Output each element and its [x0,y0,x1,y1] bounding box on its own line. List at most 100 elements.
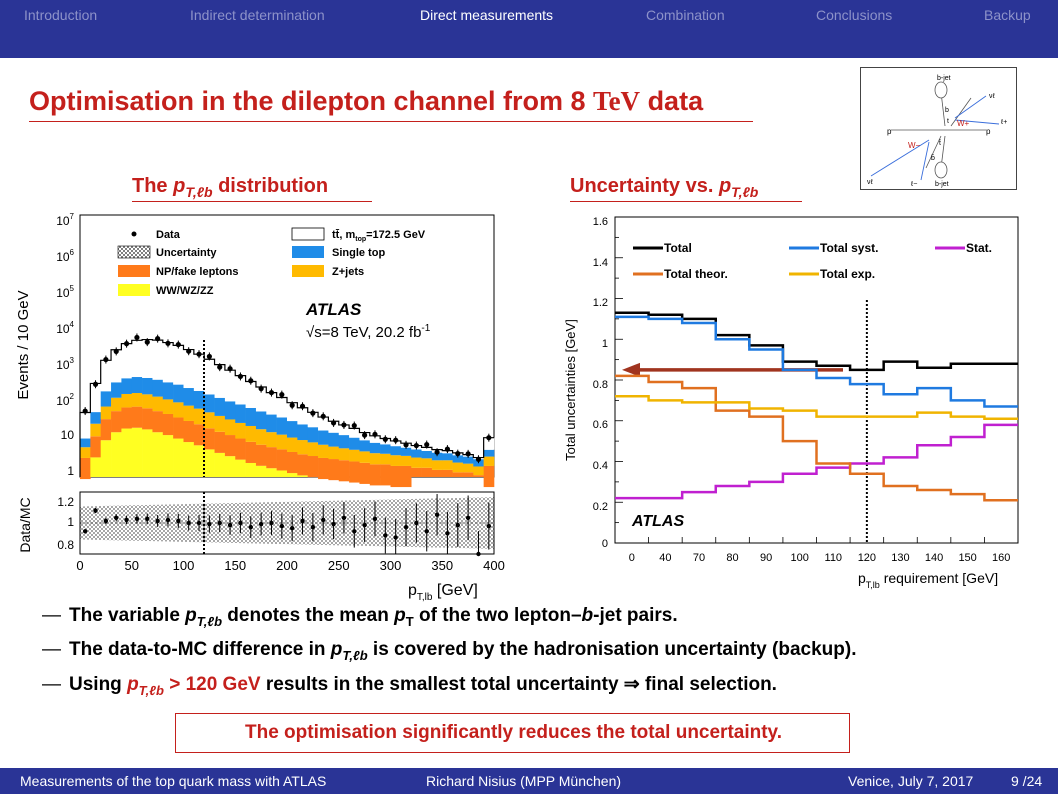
data-point [206,353,212,360]
histogram-bin [380,444,391,454]
legend-zjets: Z+jets [332,266,364,278]
histogram-bin [245,425,257,442]
ratio-point [362,522,367,528]
histogram-bin [266,414,277,433]
ratio-point [258,521,264,527]
histogram-bin [400,447,412,456]
nav-item-direct-measurements[interactable]: Direct measurements [420,7,554,23]
ratio-point [124,517,129,523]
ratio-ylabel: Data/MC [17,497,33,552]
footer-page-number: 9 /24 [1011,773,1043,789]
rtick-0: 0 [602,538,608,550]
histogram-bin [483,456,495,466]
histogram-bin [452,455,464,463]
histogram-bin [369,442,381,454]
xtick-0: 0 [629,552,635,564]
legend-diboson: WW/WZ/ZZ [156,285,214,297]
ratio-point [445,531,450,536]
histogram-bin [452,472,464,477]
data-point [341,422,347,428]
ratio-point [248,524,253,530]
ytick-10: 10 [61,428,75,442]
histogram-bin [328,446,340,460]
ratio-point [279,523,285,529]
histogram-bin [80,438,91,448]
histogram-bin [214,397,226,416]
data-point [455,451,461,457]
histogram-bin [121,428,133,477]
data-point [424,441,430,448]
nav-item-backup[interactable]: Backup [984,7,1031,23]
data-point [82,408,88,414]
uncertainty-vs-pt-plot: Total uncertainties [GeV] 1.6 1.4 1.2 1 … [563,216,1019,590]
histogram-bin [431,469,443,477]
lepton-minus-label: ℓ− [910,181,917,188]
histogram-bin [183,405,195,421]
ratio-point [176,518,181,524]
histogram-bin [380,464,391,486]
histogram-bin [183,420,195,443]
rtick-1.6: 1.6 [593,216,608,228]
histogram-bin [297,454,308,476]
histogram-bin [287,421,298,438]
histogram-bin [193,424,205,446]
histogram-bin [80,412,91,439]
legend-np-fake-swatch [118,265,150,277]
nav-item-combination[interactable]: Combination [646,7,725,23]
ratio-point [352,529,357,534]
data-point [155,336,161,342]
ratio-yticks: 1.2 1 0.8 [57,495,74,552]
ratio-point [186,520,191,526]
ratio-point [145,516,150,522]
xtick-110: 110 [825,552,843,564]
ratio-point [103,518,109,524]
proton-left-label: p [887,127,892,136]
lepton-plus-label: ℓ+ [1000,119,1007,126]
histogram-bin [369,464,381,486]
legend-total: Total [664,241,692,255]
histogram-bin [80,457,91,480]
histogram-bin [131,340,143,378]
legend-stat: Stat. [966,241,992,255]
histogram-bin [121,407,133,429]
ratio-point [155,518,160,524]
histogram-bin [359,440,371,452]
top-navigation-bar: Introduction Indirect determination Dire… [0,0,1058,58]
histogram-bin [224,401,236,420]
legend-data-marker [131,231,137,237]
histogram-bin [255,386,267,412]
histogram-bin [235,422,246,439]
histogram-bin [235,404,246,423]
histogram-bin [193,354,205,391]
right-plot-ylabel: Total uncertainties [GeV] [563,319,578,461]
histogram-bin [183,388,195,406]
data-point [186,348,192,354]
histogram-bin [318,444,329,458]
data-point [330,420,337,426]
antitop-quark-label: t̄ [939,139,941,147]
legend-ttbar: tt̄, mtop=172.5 GeV [332,229,426,243]
ytick-1e7: 107 [56,212,74,228]
ratio-point [289,525,295,531]
histogram-bin [142,377,153,395]
histogram-bin [483,449,495,457]
series-total-theor- [615,374,1018,502]
ratio-point [331,521,336,527]
right-plot-heading-underline [570,201,802,202]
nav-item-indirect-determination[interactable]: Indirect determination [190,7,325,23]
data-point [258,386,264,392]
bjet-bottom-label: b-jet [935,181,949,188]
data-point [393,437,399,443]
left-plot-ylabel: Events / 10 GeV [15,290,32,399]
data-point [123,341,130,347]
nav-item-introduction[interactable]: Introduction [24,7,98,23]
ratio-point [300,518,305,524]
histogram-bin [297,424,308,441]
ytick-1e6: 106 [56,248,74,264]
data-point [165,340,171,346]
b-quark-label: b [945,107,949,114]
histogram-bin [142,394,153,409]
nav-item-conclusions[interactable]: Conclusions [816,7,893,23]
histogram-bin [431,452,443,461]
histogram-bin [307,427,319,443]
